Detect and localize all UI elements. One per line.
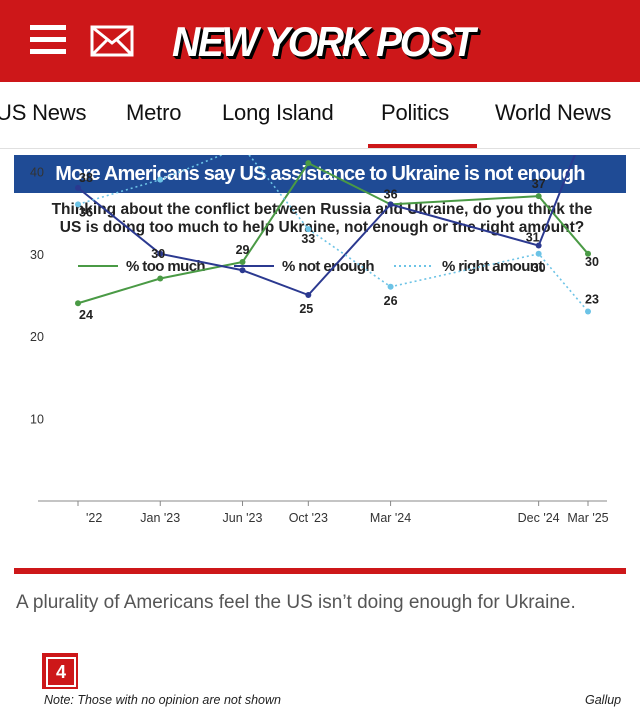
data-label-13: 30 [532, 261, 546, 275]
chart-banner-title: More Americans say US assistance to Ukra… [14, 155, 626, 193]
chart-legend: % too much % not enough % right amount [78, 258, 544, 275]
data-point-2-1 [157, 176, 164, 183]
chart-subtitle-line-2: US is doing too much to help Ukraine, no… [59, 219, 585, 236]
nav-item-us-news[interactable]: US News [0, 100, 87, 125]
chart-subtitle-line-1: Thinking about the conflict between Russ… [51, 201, 593, 218]
data-point-2-5 [535, 250, 542, 257]
y-tick-label-3: 20 [30, 330, 44, 344]
article-figure: More Americans say US assistance to Ukra… [14, 155, 626, 707]
data-point-0-5 [535, 193, 542, 200]
line-chart: % too much% not enough% right amount 50%… [30, 155, 609, 525]
x-tick-label-1: Jan '23 [140, 511, 180, 525]
nav-item-world-news[interactable]: World News [495, 100, 612, 125]
data-labels: 3836243043294133253626373130463023 [79, 171, 599, 322]
x-tick-label-2: Jun '23 [223, 511, 263, 525]
chart-subtitle: Thinking about the conflict between Russ… [32, 201, 612, 237]
data-label-9: 36 [384, 187, 398, 201]
nav-active-indicator [368, 144, 477, 148]
data-point-1-4 [387, 201, 394, 208]
nav-item-metro[interactable]: Metro [126, 100, 182, 125]
data-point-1-3 [305, 292, 312, 298]
x-tick-label-3: Oct '23 [289, 511, 328, 525]
section-nav: US News Metro Long Island Politics World… [0, 82, 640, 149]
data-point-2-0 [75, 201, 81, 208]
data-label-15: 30 [585, 255, 599, 269]
data-label-3: 30 [151, 247, 165, 261]
image-caption: A plurality of Americans feel the US isn… [16, 592, 576, 613]
page-number-badge: 4 [42, 653, 78, 689]
caption-divider [14, 568, 626, 574]
data-label-0: 38 [79, 171, 93, 185]
data-point-2-3 [305, 226, 312, 233]
envelope-icon[interactable] [90, 25, 134, 57]
legend-label-0: % too much [126, 258, 205, 275]
y-tick-label-4: 10 [30, 413, 44, 427]
data-point-0-3 [305, 160, 312, 167]
legend-label-1: % not enough [282, 258, 374, 275]
data-label-5: 29 [236, 243, 250, 257]
page-number: 4 [46, 657, 76, 687]
data-point-0-0 [75, 300, 81, 307]
data-label-2: 24 [79, 308, 93, 322]
site-header: NEW YORK POST [0, 0, 640, 82]
data-label-16: 23 [585, 292, 599, 306]
data-point-2-6 [585, 308, 591, 315]
hamburger-menu-icon[interactable] [30, 25, 66, 55]
data-point-1-1 [157, 250, 164, 257]
data-label-11: 37 [532, 177, 546, 191]
nav-item-long-island[interactable]: Long Island [222, 100, 334, 125]
data-point-1-5 [535, 242, 542, 249]
data-point-1-2 [239, 267, 246, 274]
series-line-2 [77, 155, 589, 313]
data-point-0-2 [239, 259, 246, 266]
data-point-2-4 [387, 283, 394, 290]
data-label-12: 31 [526, 231, 540, 245]
legend-label-2: % right amount [442, 258, 543, 275]
series-line-0 [77, 162, 589, 305]
data-label-7: 33 [301, 232, 315, 246]
data-label-1: 36 [79, 205, 93, 219]
nav-item-politics[interactable]: Politics [381, 100, 450, 125]
chart-source: Gallup [585, 693, 622, 707]
chart-series [75, 155, 591, 315]
x-tick-label-6: Mar '25 [567, 511, 608, 525]
y-tick-label-2: 30 [30, 248, 44, 262]
data-point-1-0 [75, 184, 81, 191]
data-point-0-6 [585, 250, 591, 257]
y-tick-label-1: 40 [30, 165, 44, 179]
site-logo[interactable]: NEW YORK POST [172, 18, 475, 65]
data-point-0-1 [157, 275, 164, 282]
x-tick-label-5: Dec '24 [518, 511, 560, 525]
data-label-8: 25 [299, 302, 313, 316]
x-tick-label-4: Mar '24 [370, 511, 411, 525]
chart-note: Note: Those with no opinion are not show… [44, 693, 281, 707]
data-label-10: 26 [384, 294, 398, 308]
x-axis: '22 Jan '23 Jun '23 Oct '23 Mar '24 Dec '24 Ma… [38, 500, 609, 525]
x-tick-label-0: '22 [86, 511, 102, 525]
